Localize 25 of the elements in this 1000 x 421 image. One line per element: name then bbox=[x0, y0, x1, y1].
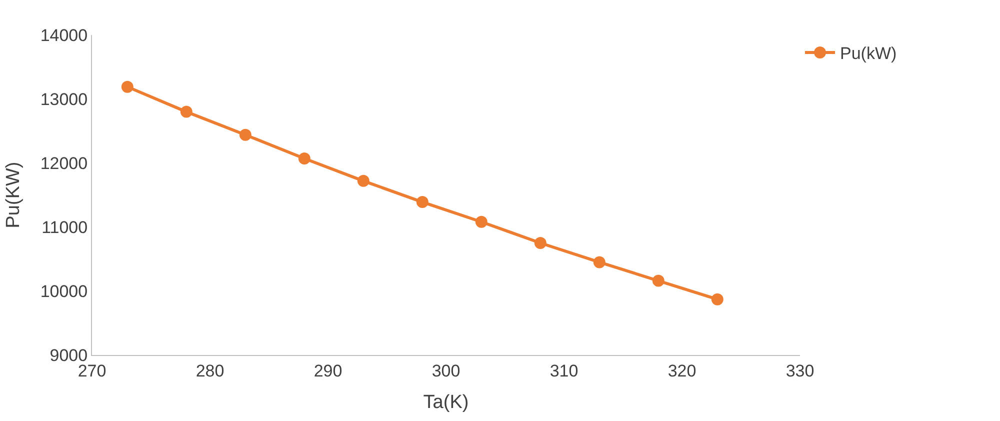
point bbox=[652, 274, 664, 287]
point bbox=[475, 216, 488, 228]
x-tick-label: 310 bbox=[550, 361, 578, 380]
point bbox=[121, 80, 134, 93]
point bbox=[357, 174, 370, 187]
point bbox=[593, 256, 606, 268]
y-tick-label: 10000 bbox=[40, 282, 88, 301]
x-tick-label: 290 bbox=[314, 361, 342, 380]
y-axis-title: Pu(KW) bbox=[3, 162, 24, 228]
point bbox=[239, 128, 252, 141]
y-tick-label: 12000 bbox=[40, 154, 88, 173]
point bbox=[180, 106, 192, 118]
point bbox=[711, 293, 724, 306]
point bbox=[534, 237, 546, 249]
x-axis-title: Ta(K) bbox=[423, 392, 469, 414]
x-tick-label: 320 bbox=[668, 361, 696, 380]
point bbox=[416, 196, 428, 208]
x-tick-label: 280 bbox=[196, 361, 224, 380]
legend-label: Pu(kW) bbox=[840, 44, 897, 64]
y-tick-label: 14000 bbox=[40, 26, 88, 45]
y-tick-label: 11000 bbox=[42, 218, 88, 237]
x-tick-label: 300 bbox=[432, 361, 460, 380]
point bbox=[298, 152, 310, 165]
y-tick-label: 13000 bbox=[40, 90, 88, 109]
x-tick-label: 330 bbox=[786, 361, 814, 380]
